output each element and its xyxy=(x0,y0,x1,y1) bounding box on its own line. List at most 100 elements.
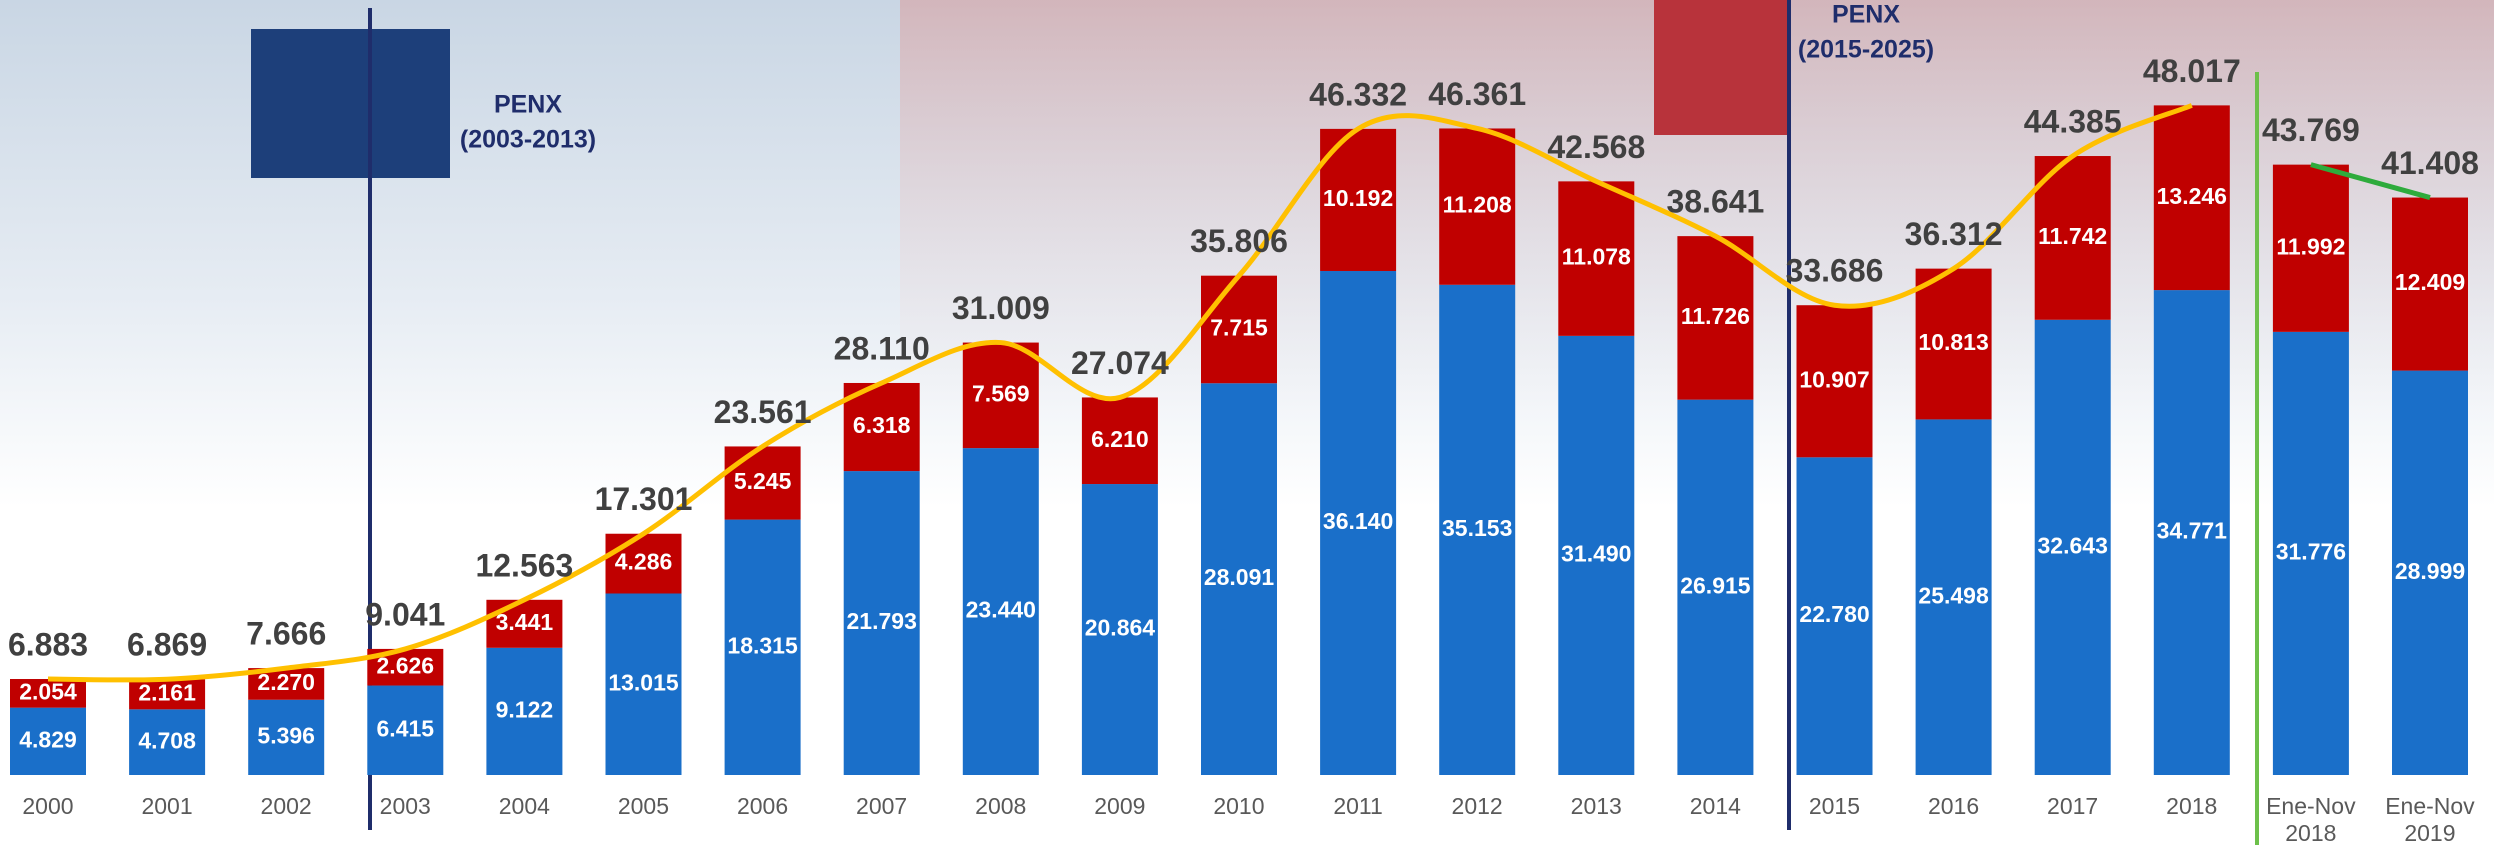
totals-line xyxy=(2310,162,2431,200)
x-tick-label: 2006 xyxy=(736,793,789,819)
bar-value-label: 31.776 xyxy=(2276,539,2346,565)
total-label: 12.563 xyxy=(475,547,573,583)
bar-segment xyxy=(1320,271,1397,775)
bar-segment xyxy=(10,679,86,708)
bar-value-label: 2.270 xyxy=(257,669,315,695)
x-tick-label: 2004 xyxy=(498,793,550,819)
x-tick-label: 2016 xyxy=(1927,793,1980,819)
total-label: 43.769 xyxy=(2262,112,2360,148)
x-tick-label: 2018 xyxy=(2166,793,2218,819)
bar-value-label: 6.318 xyxy=(853,412,911,438)
bar-segment xyxy=(486,599,563,648)
bar-value-label: 35.153 xyxy=(1442,515,1512,541)
bar-value-label: 2.161 xyxy=(138,679,196,705)
bar-segment xyxy=(1558,335,1635,775)
bar-segment xyxy=(1677,399,1754,775)
bar-value-label: 11.742 xyxy=(2038,223,2107,249)
bar-value-label: 13.246 xyxy=(2157,183,2227,209)
bar-segment xyxy=(1915,268,1992,420)
bar-value-label: 11.992 xyxy=(2276,233,2345,259)
annotation: (2003-2013) xyxy=(460,126,596,154)
bar-value-label: 11.208 xyxy=(1443,192,1512,218)
bar-value-label: 11.078 xyxy=(1562,244,1631,270)
total-label: 46.332 xyxy=(1309,76,1407,112)
bar-value-label: 13.015 xyxy=(608,669,679,695)
bar-value-label: 10.813 xyxy=(1918,329,1988,355)
x-tick-label: 2017 xyxy=(2047,793,2099,819)
total-label: 23.561 xyxy=(714,394,812,430)
x-tick-label: Ene-Nov 2018 xyxy=(2266,793,2356,845)
x-tick-label: 2012 xyxy=(1451,793,1503,819)
bar-value-label: 6.210 xyxy=(1091,426,1149,452)
bar-segment xyxy=(843,471,920,775)
x-tick-label: 2005 xyxy=(617,793,670,819)
bar-segment xyxy=(367,685,444,775)
bar-value-label: 34.771 xyxy=(2157,518,2228,544)
total-label: 36.312 xyxy=(1905,216,2003,252)
bar-value-label: 22.780 xyxy=(1799,601,1869,627)
total-label: 38.641 xyxy=(1666,184,1764,220)
bar-value-label: 7.569 xyxy=(972,380,1030,406)
x-tick-label: 2011 xyxy=(1333,793,1383,819)
bar-value-label: 9.122 xyxy=(496,696,554,722)
total-label: 46.361 xyxy=(1428,76,1526,112)
bar-segment xyxy=(2034,156,2111,320)
total-label: 27.074 xyxy=(1071,345,1169,381)
bar-segment xyxy=(129,679,206,710)
bar-segment xyxy=(962,342,1039,449)
totals-line xyxy=(47,103,2193,683)
bar-segment xyxy=(605,533,682,594)
bar-value-label: 26.915 xyxy=(1680,572,1751,598)
x-tick-label: 2000 xyxy=(22,793,74,819)
bar-value-label: 5.396 xyxy=(257,722,315,748)
bar-value-label: 10.907 xyxy=(1799,366,1869,392)
x-tick-label: 2007 xyxy=(856,793,908,819)
x-tick-label: Ene-Nov 2019 xyxy=(2385,793,2475,845)
bar-segment xyxy=(1439,128,1516,285)
bar-value-label: 28.091 xyxy=(1204,564,1275,590)
bar-segment xyxy=(724,446,801,520)
bar-value-label: 5.245 xyxy=(734,468,792,494)
bar-segment xyxy=(1439,284,1516,775)
bar-value-label: 23.440 xyxy=(966,597,1036,623)
total-label: 9.041 xyxy=(365,596,445,632)
annotation: (2015-2025) xyxy=(1798,36,1934,64)
total-label: 28.110 xyxy=(834,330,930,366)
annotation: PENX xyxy=(1832,1,1900,29)
bar-segment xyxy=(1201,275,1277,384)
bar-value-label: 12.409 xyxy=(2395,269,2465,295)
bar-value-label: 4.829 xyxy=(19,726,77,752)
x-tick-label: 2001 xyxy=(141,793,193,819)
bar-value-label: 28.999 xyxy=(2395,558,2465,584)
total-label: 31.009 xyxy=(952,290,1050,326)
bar-value-label: 32.643 xyxy=(2038,532,2108,558)
bar-segment xyxy=(1558,181,1635,336)
bar-segment xyxy=(724,519,801,775)
penx-cover xyxy=(1654,0,1789,135)
total-label: 44.385 xyxy=(2024,103,2122,139)
bar-segment xyxy=(2392,197,2468,371)
total-label: 17.301 xyxy=(595,481,693,517)
bar-segment xyxy=(2272,331,2349,775)
bar-segment xyxy=(2153,105,2230,291)
bar-segment xyxy=(2034,319,2111,775)
annotation: PENX xyxy=(494,91,562,119)
bar-segment xyxy=(2153,290,2230,775)
bar-segment xyxy=(10,707,86,775)
bar-segment xyxy=(1796,457,1873,775)
x-tick-label: 2003 xyxy=(379,793,431,819)
bar-segment xyxy=(1796,305,1873,458)
bar-segment xyxy=(2392,370,2468,775)
bar-value-label: 4.286 xyxy=(615,549,673,575)
bar-value-label: 4.708 xyxy=(138,727,196,753)
bar-segment xyxy=(129,709,206,775)
bar-segment xyxy=(1915,419,1992,775)
x-tick-label: 2010 xyxy=(1213,793,1265,819)
x-tick-label: 2008 xyxy=(975,793,1027,819)
bar-segment xyxy=(605,593,682,775)
penx-cover xyxy=(251,29,450,178)
bar-segment xyxy=(486,647,563,775)
x-tick-label: 2014 xyxy=(1689,793,1741,819)
